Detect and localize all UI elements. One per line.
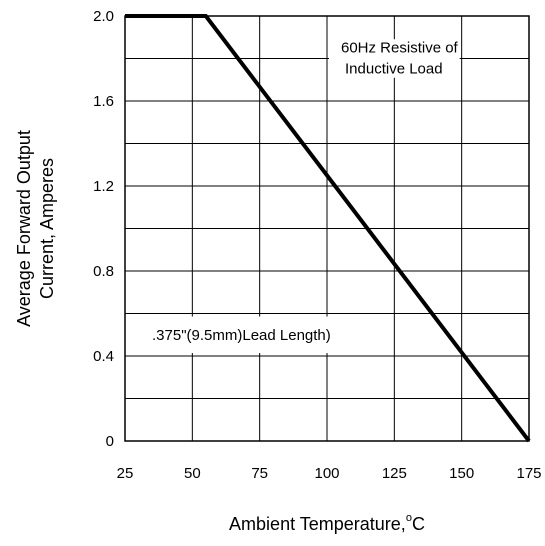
y-tick-label: 1.2 — [93, 178, 114, 195]
load-annotation-line1: 60Hz Resistive of — [341, 39, 459, 56]
lead-length-annotation: .375"(9.5mm)Lead Length) — [145, 316, 375, 353]
load-annotation: 60Hz Resistive of Inductive Load — [329, 39, 460, 78]
lead-length-background — [145, 316, 375, 353]
y-tick-labels: 0 0.4 0.8 1.2 1.6 2.0 — [93, 8, 114, 450]
x-tick-label: 50 — [184, 465, 201, 482]
x-axis-title-text: Ambient Temperature, — [229, 514, 406, 534]
x-tick-label: 125 — [382, 465, 407, 482]
series-line — [125, 14, 531, 443]
x-tick-label: 175 — [516, 465, 541, 482]
y-axis-title-line2: Current, Amperes — [37, 158, 57, 299]
degree-symbol: o — [406, 512, 412, 524]
y-tick-label: 0.4 — [93, 348, 114, 365]
load-annotation-line2: Inductive Load — [345, 61, 443, 78]
x-tick-labels: 25 50 75 100 125 150 175 — [117, 465, 542, 482]
y-tick-label: 0.8 — [93, 263, 114, 280]
lead-length-label: .375"(9.5mm)Lead Length) — [152, 327, 331, 344]
load-annotation-background — [329, 39, 460, 78]
x-axis-title: Ambient Temperature,oC — [229, 512, 425, 534]
y-tick-label: 0 — [106, 433, 114, 450]
y-axis-title-line1: Average Forward Output — [14, 130, 34, 327]
y-tick-label: 1.6 — [93, 93, 114, 110]
grid — [125, 16, 529, 441]
x-axis-unit: C — [412, 514, 425, 534]
plot-frame — [124, 15, 530, 442]
x-tick-label: 25 — [117, 465, 134, 482]
y-tick-label: 2.0 — [93, 8, 114, 25]
x-tick-label: 75 — [251, 465, 268, 482]
x-tick-label: 150 — [449, 465, 474, 482]
x-tick-label: 100 — [314, 465, 339, 482]
